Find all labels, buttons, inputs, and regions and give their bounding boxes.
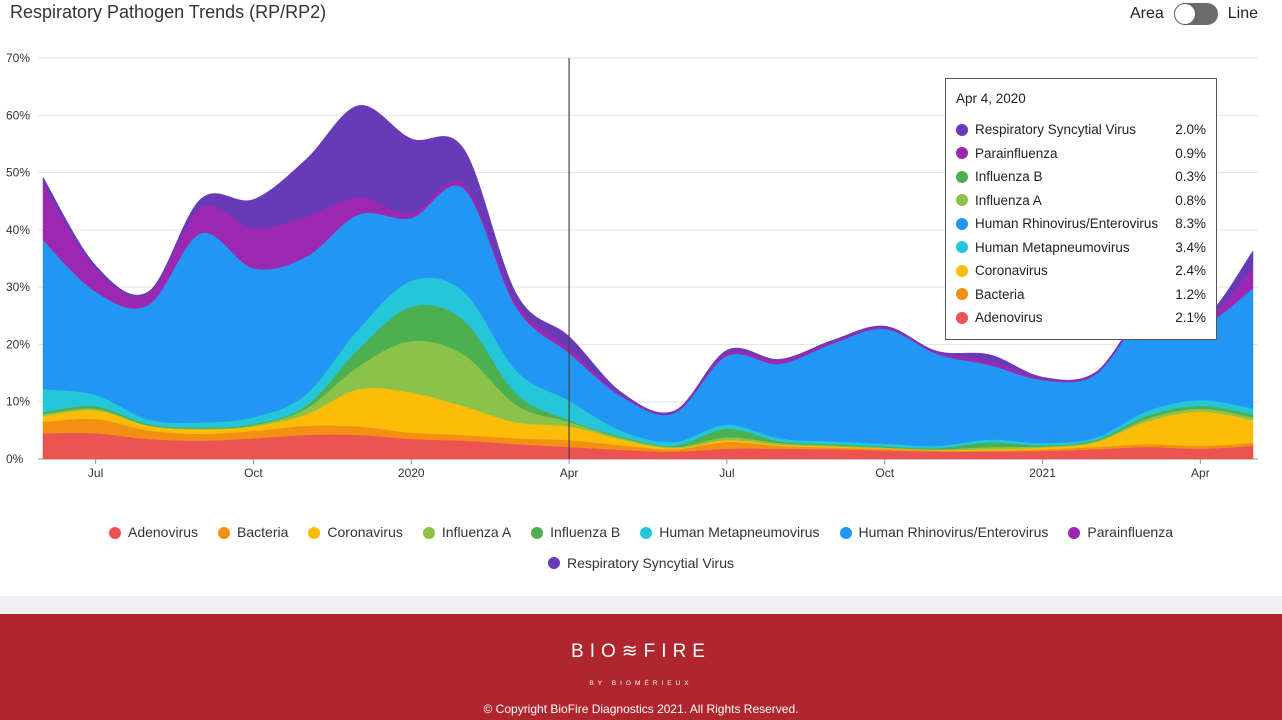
legend-dot bbox=[218, 526, 231, 539]
tooltip-dot bbox=[956, 147, 968, 160]
tooltip-series-name: Influenza A bbox=[975, 192, 1042, 208]
footer: BIO≋FIRE BY BIOMÉRIEUX © Copyright BioFi… bbox=[0, 614, 1282, 720]
legend-item[interactable]: Parainfluenza bbox=[1068, 518, 1173, 547]
legend-label: Human Rhinovirus/Enterovirus bbox=[858, 524, 1049, 540]
y-tick-label: 10% bbox=[6, 395, 30, 409]
tooltip-series-value: 3.4% bbox=[1175, 239, 1206, 255]
legend-label: Respiratory Syncytial Virus bbox=[566, 554, 735, 571]
tooltip-series-name: Adenovirus bbox=[975, 310, 1043, 326]
tooltip-dot bbox=[956, 311, 968, 324]
legend-dot bbox=[422, 526, 435, 539]
legend-label: Influenza A bbox=[441, 524, 512, 540]
biofire-logo: BIO≋FIRE bbox=[571, 641, 711, 662]
chart-mode-toggle[interactable]: Area Line bbox=[1130, 3, 1258, 25]
tooltip-series-name: Human Metapneumovirus bbox=[975, 239, 1130, 255]
x-tick-label: Oct bbox=[244, 466, 263, 480]
legend-item[interactable]: Influenza A bbox=[422, 518, 512, 547]
legend-item[interactable]: Human Metapneumovirus bbox=[640, 518, 820, 547]
y-tick-label: 60% bbox=[6, 108, 30, 122]
legend-item[interactable]: Bacteria bbox=[218, 518, 288, 547]
tooltip-series-value: 2.0% bbox=[1175, 122, 1206, 138]
legend-dot bbox=[640, 526, 653, 539]
legend-label: Bacteria bbox=[237, 524, 289, 540]
legend-label: Adenovirus bbox=[127, 524, 199, 540]
area-chart[interactable]: 0% 10% 20% 30% 40% 50% 60% 70% Jul Oct 2020 Apr Jul O… bbox=[0, 40, 1282, 490]
tooltip-row: Respiratory Syncytial Virus 2.0% bbox=[956, 118, 1206, 142]
page-divider bbox=[0, 596, 1282, 614]
tooltip-series-value: 2.4% bbox=[1175, 263, 1206, 279]
legend-dot bbox=[839, 526, 852, 539]
tooltip-row: Parainfluenza 0.9% bbox=[956, 142, 1206, 166]
tooltip-series-name: Bacteria bbox=[975, 286, 1025, 302]
tooltip-series-name: Influenza B bbox=[975, 169, 1043, 185]
legend-item[interactable]: Coronavirus bbox=[308, 518, 403, 547]
legend-label: Coronavirus bbox=[327, 524, 403, 540]
y-tick-label: 30% bbox=[6, 280, 30, 294]
legend-item[interactable]: Adenovirus bbox=[108, 518, 199, 547]
tooltip-series-value: 1.2% bbox=[1175, 286, 1206, 302]
tooltip-row: Human Metapneumovirus 3.4% bbox=[956, 236, 1206, 260]
tooltip-row: Human Rhinovirus/Enterovirus 8.3% bbox=[956, 212, 1206, 236]
toggle-label-area[interactable]: Area bbox=[1129, 5, 1164, 22]
chart-legend: Adenovirus Bacteria Coronavirus Influenza A… bbox=[0, 518, 1282, 579]
tooltip-series-value: 0.9% bbox=[1175, 145, 1206, 161]
page-title: Respiratory Pathogen Trends (RP/RP2) bbox=[10, 2, 327, 22]
tooltip-dot bbox=[956, 288, 968, 301]
tooltip-row: Coronavirus 2.4% bbox=[956, 259, 1206, 283]
tooltip-dot bbox=[956, 217, 968, 230]
tooltip-series-name: Respiratory Syncytial Virus bbox=[975, 122, 1137, 138]
tooltip-dot bbox=[956, 170, 968, 183]
x-tick-label: 2020 bbox=[398, 466, 425, 480]
area-respiratory-syncytial-virus bbox=[42, 105, 1254, 415]
x-tick-label: Jul bbox=[719, 466, 734, 480]
tooltip-row: Influenza A 0.8% bbox=[956, 189, 1206, 213]
tooltip-row: Influenza B 0.3% bbox=[956, 165, 1206, 189]
legend-item[interactable]: Human Rhinovirus/Enterovirus bbox=[839, 518, 1049, 547]
legend-item[interactable]: Influenza B bbox=[531, 518, 620, 547]
tooltip-row: Bacteria 1.2% bbox=[956, 283, 1206, 307]
legend-label: Human Metapneumovirus bbox=[659, 524, 820, 540]
tooltip-dot bbox=[956, 194, 968, 207]
toggle-knob[interactable] bbox=[1174, 4, 1195, 24]
legend-dot bbox=[308, 526, 321, 539]
y-tick-label: 20% bbox=[6, 337, 30, 351]
tooltip-series-name: Parainfluenza bbox=[975, 145, 1058, 161]
tooltip-dot bbox=[956, 123, 968, 136]
tooltip-series-value: 0.3% bbox=[1175, 169, 1206, 185]
y-tick-label: 40% bbox=[6, 223, 30, 237]
biofire-logo-subtitle: BY BIOMÉRIEUX bbox=[589, 680, 693, 687]
toggle-switch[interactable] bbox=[1173, 3, 1218, 25]
y-tick-label: 70% bbox=[6, 51, 30, 65]
legend-item[interactable]: Respiratory Syncytial Virus bbox=[547, 549, 735, 578]
legend-dot bbox=[108, 526, 121, 539]
tooltip-series-value: 0.8% bbox=[1175, 192, 1206, 208]
tooltip-series-value: 2.1% bbox=[1175, 310, 1206, 326]
legend-label: Parainfluenza bbox=[1087, 524, 1173, 540]
x-tick-label: Apr bbox=[560, 466, 579, 480]
tooltip-date: Apr 4, 2020 bbox=[956, 91, 1026, 106]
toggle-label-line[interactable]: Line bbox=[1227, 5, 1258, 22]
y-tick-label: 0% bbox=[6, 452, 24, 466]
x-tick-label: Apr bbox=[1191, 466, 1210, 480]
x-tick-label: Jul bbox=[88, 466, 103, 480]
tooltip-row: Adenovirus 2.1% bbox=[956, 306, 1206, 330]
legend-dot bbox=[531, 526, 544, 539]
tooltip-dot bbox=[956, 241, 968, 254]
chart-tooltip: Apr 4, 2020 Respiratory Syncytial Virus 2… bbox=[945, 78, 1217, 340]
tooltip-dot bbox=[956, 264, 968, 277]
legend-dot bbox=[547, 557, 560, 569]
legend-label: Influenza B bbox=[550, 524, 621, 540]
x-tick-label: Oct bbox=[875, 466, 894, 480]
tooltip-series-name: Coronavirus bbox=[975, 263, 1048, 279]
x-tick-label: 2021 bbox=[1029, 466, 1056, 480]
legend-dot bbox=[1068, 526, 1081, 539]
tooltip-series-value: 8.3% bbox=[1175, 216, 1206, 232]
y-tick-label: 50% bbox=[6, 166, 30, 180]
copyright-text: © Copyright BioFire Diagnostics 2021. Al… bbox=[483, 702, 799, 716]
tooltip-series-name: Human Rhinovirus/Enterovirus bbox=[975, 216, 1159, 232]
